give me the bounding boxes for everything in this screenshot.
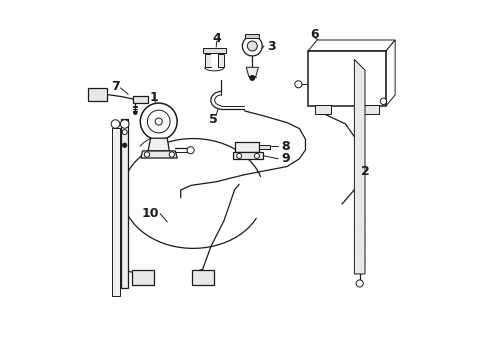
Circle shape [147,110,170,133]
Bar [210,54,218,67]
Bar [132,270,153,284]
Polygon shape [307,40,394,51]
Circle shape [187,147,194,154]
Circle shape [236,153,241,158]
Circle shape [133,111,137,114]
Circle shape [111,120,120,128]
Polygon shape [218,54,224,67]
Polygon shape [233,152,263,159]
Polygon shape [141,151,177,158]
Bar [244,34,259,38]
Circle shape [122,143,126,147]
Circle shape [155,118,162,125]
Polygon shape [204,54,210,67]
Text: 8: 8 [281,140,289,153]
Circle shape [380,98,386,104]
Bar [192,270,214,284]
Text: 1: 1 [149,91,158,104]
Polygon shape [111,127,120,296]
Circle shape [140,103,177,140]
Polygon shape [259,145,269,149]
Circle shape [120,120,129,128]
Circle shape [242,36,262,56]
Circle shape [355,280,363,287]
Polygon shape [386,40,394,105]
Circle shape [144,152,149,157]
Text: 9: 9 [281,152,289,165]
Circle shape [294,81,301,88]
Polygon shape [202,48,225,53]
Circle shape [169,152,174,157]
Text: 6: 6 [310,28,318,41]
Text: 5: 5 [208,113,217,126]
Polygon shape [354,59,364,274]
Circle shape [247,41,257,51]
Text: 10: 10 [142,207,159,220]
Bar [307,51,386,105]
Bar [315,104,331,114]
Text: 3: 3 [266,40,275,53]
Circle shape [254,153,259,158]
Text: 7: 7 [110,80,119,93]
Bar [88,88,107,101]
Polygon shape [246,67,258,77]
Circle shape [249,76,254,80]
Bar [363,104,378,114]
Polygon shape [148,138,169,151]
Circle shape [122,130,127,135]
Polygon shape [121,119,128,288]
Polygon shape [234,142,259,152]
Polygon shape [133,96,148,103]
Text: 4: 4 [212,32,221,45]
Text: 2: 2 [361,165,369,177]
